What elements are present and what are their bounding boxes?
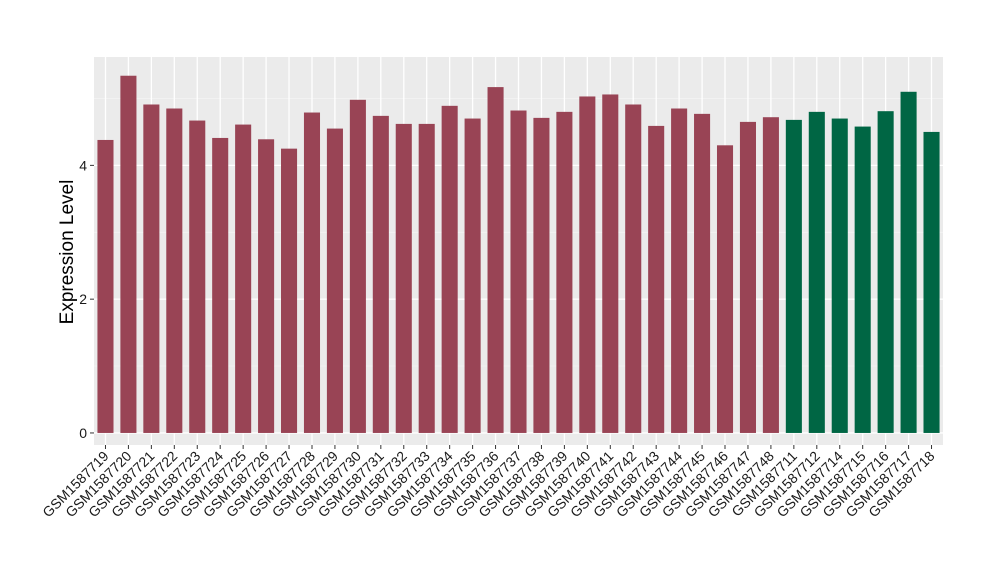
bar-GSM1587729	[326, 128, 343, 433]
y-tick-label: 4	[79, 157, 87, 173]
bar-GSM1587712	[808, 111, 825, 433]
bar-GSM1587725	[235, 124, 252, 433]
bar-GSM1587748	[762, 117, 779, 433]
bar-GSM1587732	[395, 123, 412, 433]
bar-GSM1587720	[120, 75, 137, 433]
bar-GSM1587744	[671, 108, 688, 433]
bar-GSM1587721	[143, 104, 160, 433]
bar-GSM1587724	[212, 137, 229, 433]
bar-GSM1587719	[97, 139, 114, 433]
bar-GSM1587743	[648, 125, 665, 433]
bar-GSM1587737	[510, 110, 527, 433]
y-tick-label: 2	[79, 291, 87, 307]
bar-GSM1587734	[441, 105, 458, 433]
y-axis: 0 2 4	[79, 157, 94, 441]
bar-GSM1587738	[533, 117, 550, 433]
bar-GSM1587727	[281, 148, 298, 433]
bar-GSM1587728	[303, 112, 321, 433]
bar-GSM1587711	[785, 119, 802, 433]
bar-GSM1587746	[716, 145, 734, 433]
bar-GSM1587747	[739, 121, 756, 433]
bars	[97, 75, 940, 433]
bar-GSM1587726	[258, 139, 275, 433]
x-axis: GSM1587719GSM1587720GSM1587721GSM1587722…	[39, 445, 938, 520]
bar-GSM1587718	[923, 131, 940, 433]
bar-GSM1587735	[464, 118, 481, 433]
bar-GSM1587733	[418, 123, 435, 433]
bar-GSM1587742	[625, 104, 642, 433]
bar-GSM1587741	[602, 94, 619, 433]
bar-GSM1587714	[831, 118, 848, 433]
bar-GSM1587715	[854, 126, 871, 433]
bar-GSM1587736	[487, 87, 504, 433]
bar-GSM1587716	[877, 111, 894, 433]
bar-GSM1587730	[349, 99, 366, 433]
y-tick-label: 0	[79, 425, 87, 441]
bar-GSM1587723	[189, 120, 206, 433]
bar-GSM1587722	[166, 108, 183, 433]
bar-GSM1587731	[372, 115, 389, 433]
bar-GSM1587740	[579, 96, 596, 433]
bar-GSM1587717	[900, 91, 917, 433]
y-axis-title: Expression Level	[57, 180, 78, 325]
bar-GSM1587739	[556, 111, 573, 433]
bar-GSM1587745	[694, 113, 711, 433]
